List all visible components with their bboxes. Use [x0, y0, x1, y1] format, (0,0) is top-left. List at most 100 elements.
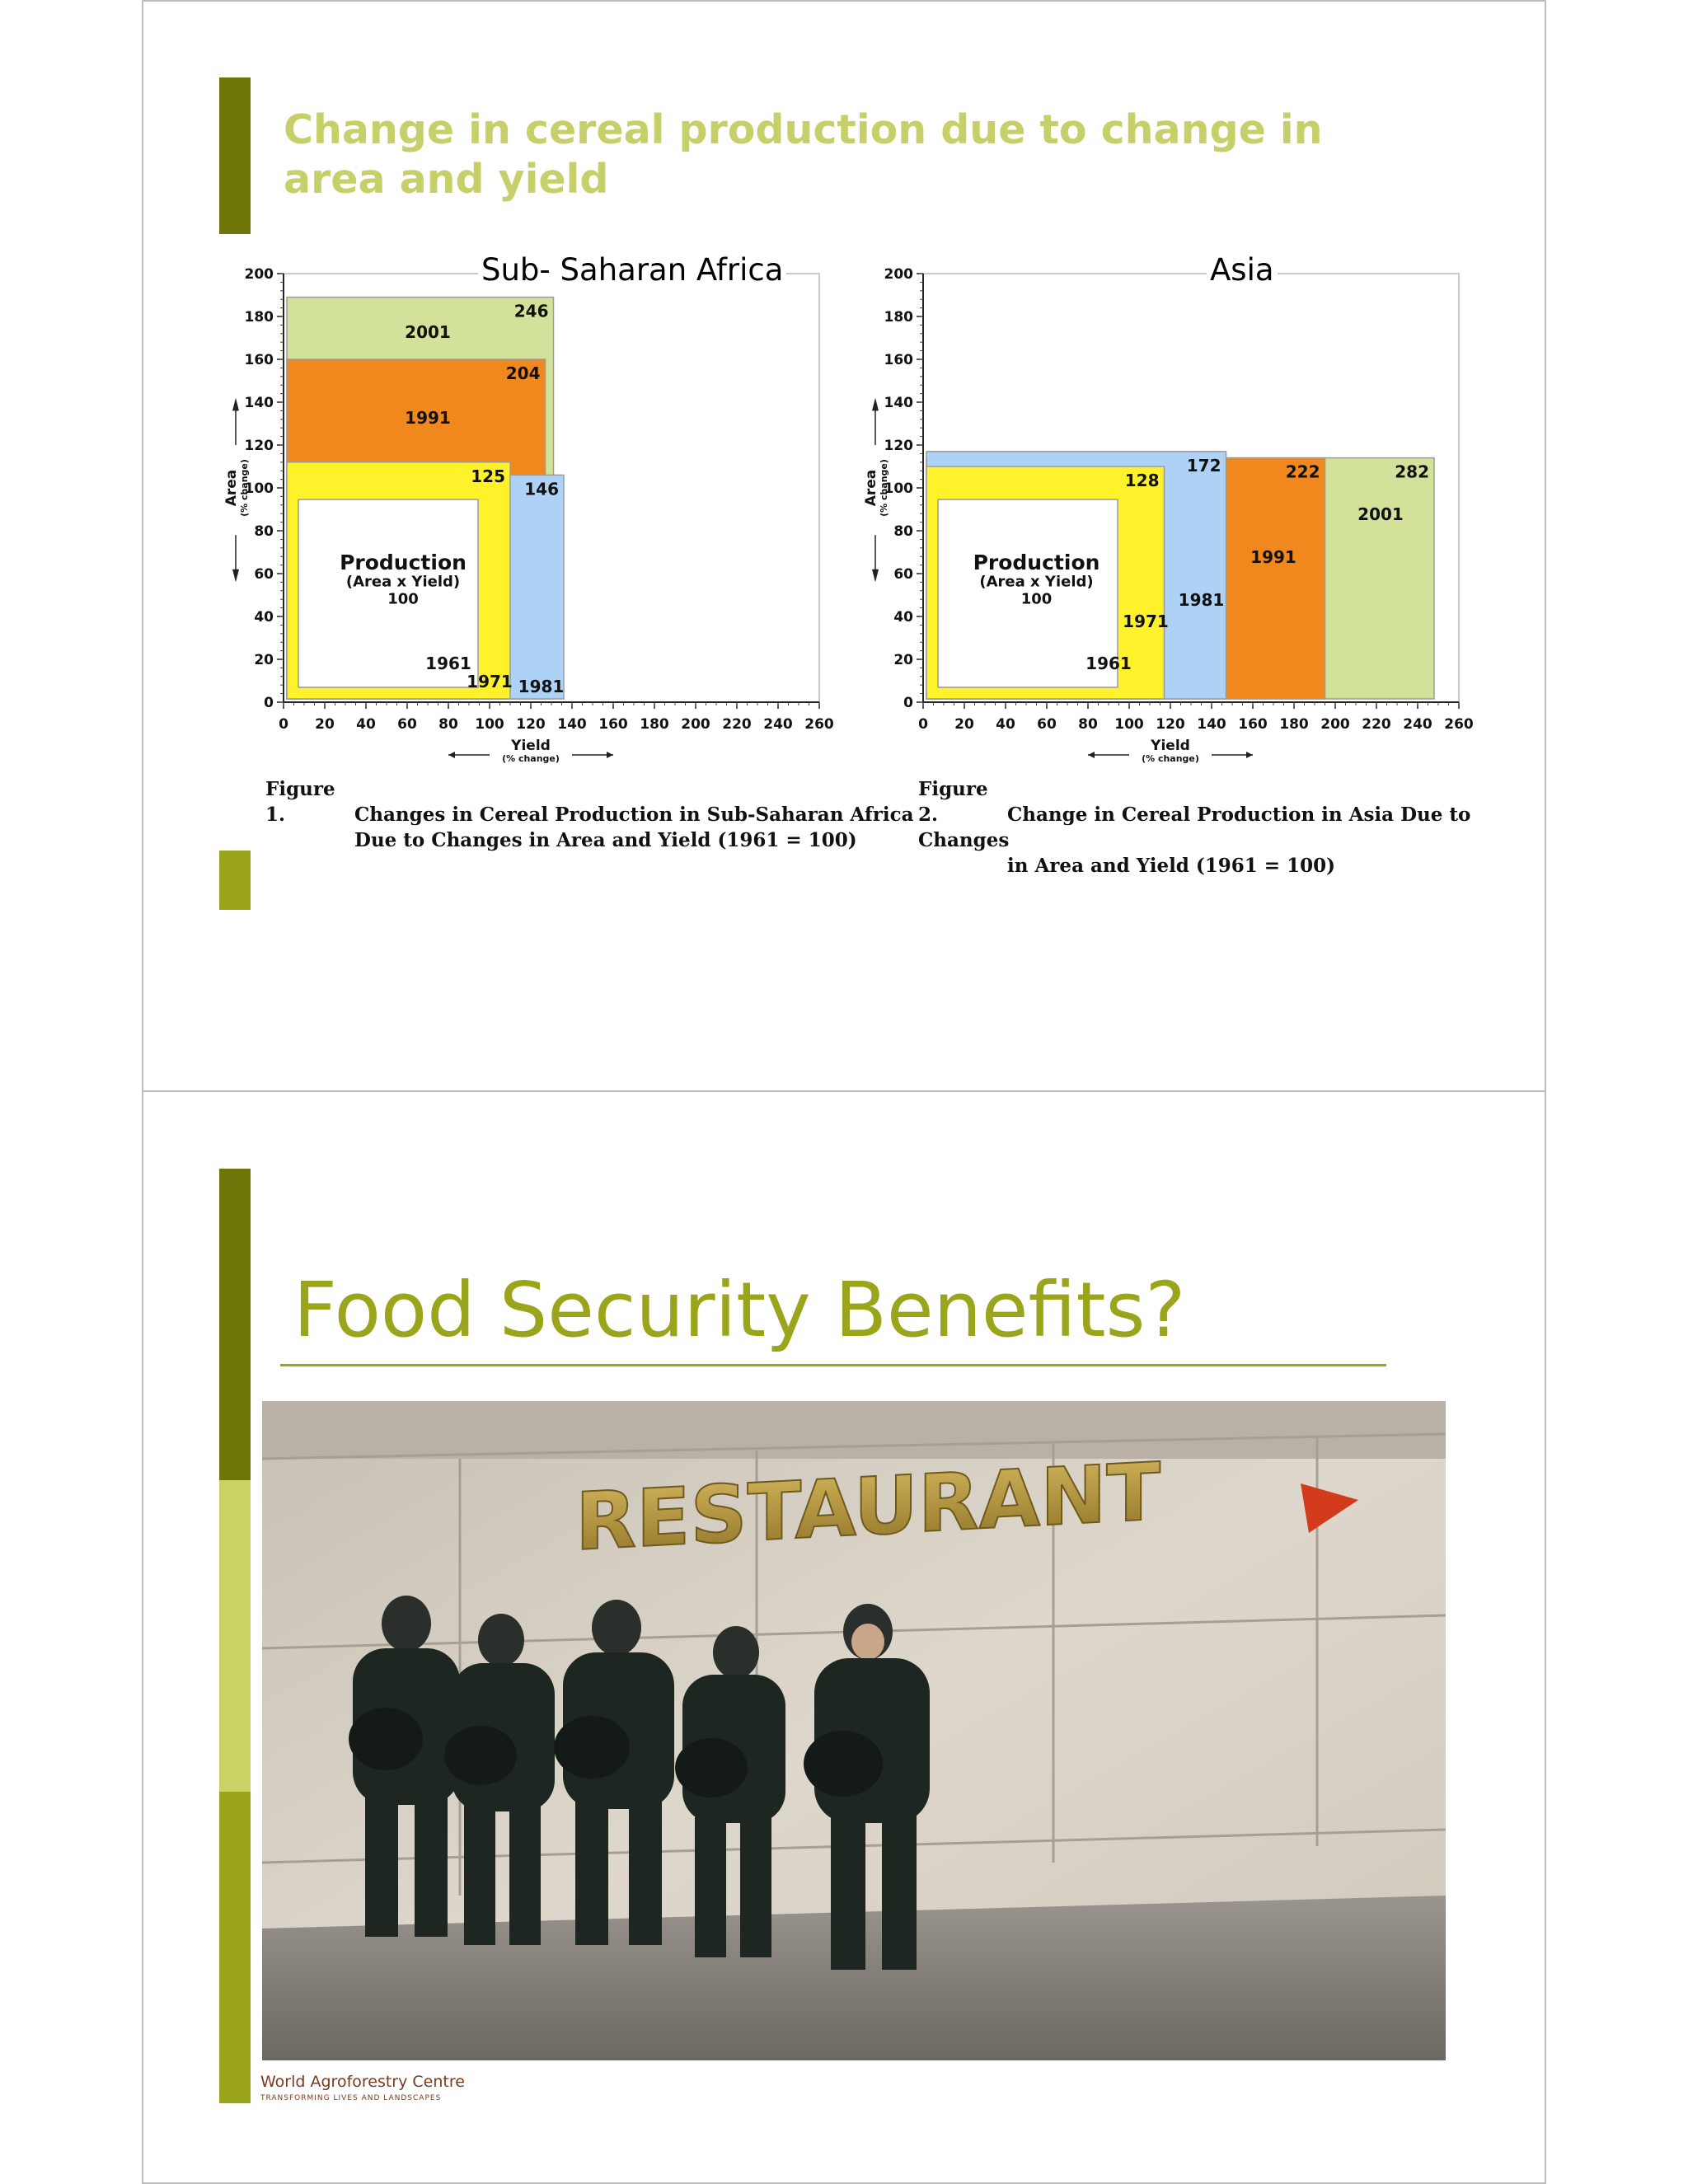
caption-line-2: in Area and Yield (1961 = 100): [1007, 855, 1335, 877]
x-tick-label: 240: [1403, 716, 1432, 733]
year-label-2001: 2001: [405, 322, 451, 342]
accent-bar-mid: [219, 1792, 251, 2103]
slide-title: Change in cereal production due to chang…: [284, 106, 1323, 203]
accent-bar-light: [219, 1480, 251, 1792]
y-axis-title-group: Area (% change): [223, 459, 250, 517]
caption-line-1: Change in Cereal Production in Asia Due …: [918, 804, 1471, 851]
y-tick-label: 100: [884, 480, 914, 497]
y-tick-label: 40: [893, 609, 913, 626]
y-tick-label: 180: [245, 309, 274, 326]
slide-title: Food Security Benefits?: [293, 1266, 1186, 1354]
x-tick-label: 120: [516, 716, 546, 733]
police-officers: [349, 1596, 930, 1970]
y-tick-label: 40: [254, 609, 274, 626]
x-arrow-right-head: [1246, 752, 1253, 758]
agroforestry-logo: World Agroforestry Centre TRANSFORMING L…: [260, 2073, 465, 2102]
y-axis-title: Area: [223, 470, 240, 507]
photo-illustration: RESTAURANT: [262, 1401, 1446, 2060]
area-rect-1961: [937, 499, 1118, 688]
x-arrow-left-head: [448, 752, 455, 758]
y-tick-label: 180: [884, 309, 914, 326]
y-tick-label: 100: [245, 480, 274, 497]
x-tick-label: 220: [722, 716, 752, 733]
production-label-1971: 125: [471, 466, 505, 486]
x-tick-label: 40: [996, 716, 1015, 733]
year-label-1981: 1981: [518, 677, 565, 696]
x-tick-label: 160: [1238, 716, 1268, 733]
y-axis-unit: (% change): [879, 459, 889, 517]
x-tick-label: 140: [557, 716, 587, 733]
production-title: Production: [973, 551, 1100, 574]
year-label-1971: 1971: [1123, 612, 1169, 631]
production-label-1971: 128: [1125, 471, 1160, 490]
production-subtitle: (Area x Yield): [346, 574, 460, 591]
caption-line-1: Changes in Cereal Production in Sub-Saha…: [354, 804, 914, 826]
y-arrow-up-head: [872, 397, 879, 411]
year-label-1971: 1971: [467, 672, 513, 691]
y-tick-label: 160: [245, 352, 274, 368]
y-axis-title: Area: [863, 470, 879, 507]
y-tick-label: 80: [893, 523, 913, 540]
restaurant-police-photo: RESTAURANT: [262, 1401, 1446, 2060]
year-label-2001: 2001: [1357, 504, 1404, 524]
x-tick-label: 20: [954, 716, 974, 733]
x-arrow-left-head: [1088, 752, 1095, 758]
production-label-2001: 282: [1395, 462, 1429, 482]
chart-asia: 282 2001 222 1991 172 1981 128 1971 1961 Producti…: [863, 266, 1474, 764]
y-tick-label: 120: [245, 438, 274, 454]
y-tick-label: 160: [884, 352, 914, 368]
year-label-1961: 1961: [1085, 654, 1132, 673]
production-label-1991: 204: [506, 363, 541, 383]
x-tick-label: 160: [598, 716, 628, 733]
slide-2: Food Security Benefits?: [142, 1090, 1546, 2184]
year-label-1961: 1961: [425, 654, 471, 673]
caption-line-2: Due to Changes in Area and Yield (1961 =…: [354, 829, 857, 851]
x-tick-label: 100: [475, 716, 504, 733]
x-tick-label: 260: [1444, 716, 1474, 733]
logo-name: World Agroforestry Centre: [260, 2073, 465, 2091]
y-axis-unit: (% change): [239, 459, 250, 517]
x-tick-label: 60: [1037, 716, 1057, 733]
x-tick-label: 0: [279, 716, 288, 733]
y-tick-label: 0: [903, 695, 913, 711]
year-label-1981: 1981: [1179, 590, 1225, 610]
x-tick-label: 180: [1279, 716, 1309, 733]
production-value: 100: [387, 590, 419, 607]
x-arrow-right-head: [607, 752, 613, 758]
production-subtitle: (Area x Yield): [979, 574, 1093, 591]
x-tick-label: 260: [804, 716, 834, 733]
y-tick-label: 140: [884, 395, 914, 411]
production-label-1981: 146: [524, 479, 559, 499]
production-label-1981: 172: [1187, 456, 1221, 476]
x-tick-label: 240: [763, 716, 793, 733]
production-value: 100: [1021, 590, 1053, 607]
x-tick-label: 200: [681, 716, 710, 733]
x-tick-label: 100: [1114, 716, 1144, 733]
logo-tagline: TRANSFORMING LIVES AND LANDSCAPES: [260, 2094, 442, 2102]
caption-number: Figure 2.: [918, 778, 988, 826]
y-tick-label: 60: [893, 566, 913, 583]
y-axis-title-group: Area (% change): [863, 459, 889, 517]
accent-bar-small: [219, 851, 251, 910]
figure-caption-1: Figure 1. Changes in Cereal Production in…: [265, 776, 914, 853]
x-axis-title: Yield: [510, 738, 551, 754]
y-tick-label: 80: [254, 523, 274, 540]
year-label-1991: 1991: [405, 408, 451, 428]
y-arrow-down-head: [872, 569, 879, 583]
chart-label-sub-saharan-africa: Sub- Saharan Africa: [478, 252, 787, 288]
x-axis-title: Yield: [1150, 738, 1190, 754]
accent-bar-dark: [219, 77, 251, 234]
y-tick-label: 120: [884, 438, 914, 454]
x-tick-label: 200: [1320, 716, 1350, 733]
x-tick-label: 60: [397, 716, 417, 733]
y-tick-label: 200: [884, 266, 914, 283]
x-tick-label: 20: [315, 716, 335, 733]
chart-label-asia: Asia: [1207, 252, 1278, 288]
y-tick-label: 0: [264, 695, 274, 711]
y-tick-label: 200: [245, 266, 274, 283]
y-tick-label: 20: [893, 652, 913, 668]
x-tick-label: 220: [1362, 716, 1391, 733]
y-tick-label: 140: [245, 395, 274, 411]
area-rect-1961: [298, 499, 479, 688]
year-label-1991: 1991: [1250, 547, 1296, 567]
